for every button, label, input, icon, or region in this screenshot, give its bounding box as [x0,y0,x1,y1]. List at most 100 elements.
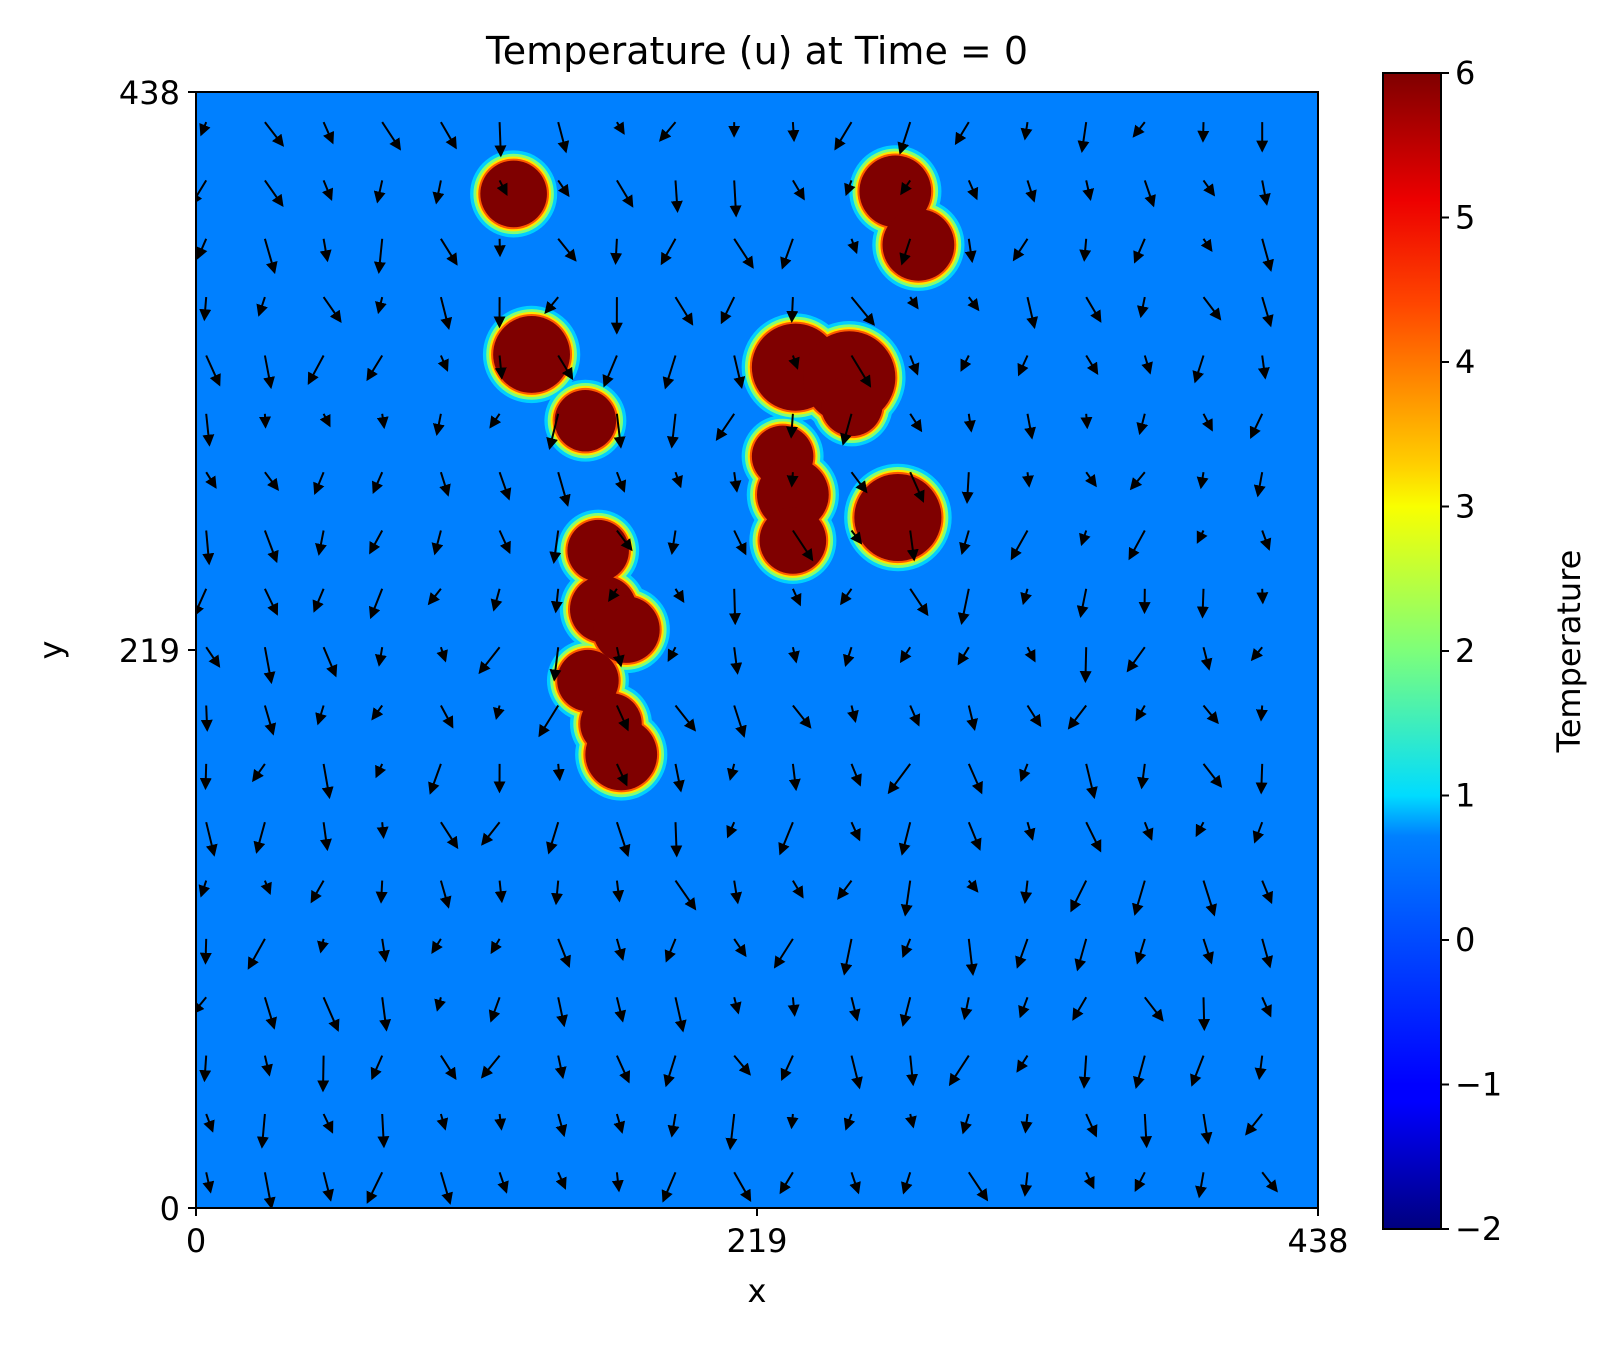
quiver-arrow [728,588,741,626]
quiver-arrow [489,413,502,429]
quiver-arrow [733,938,747,958]
quiver-arrow [849,1171,861,1195]
quiver-arrow [497,1171,509,1194]
quiver-arrow [439,1172,453,1205]
quiver-arrow [666,413,679,449]
quiver-arrow [672,588,685,603]
y-axis: 0 219 438 y [32,74,196,1228]
colorbar-tick-label: 1 [1455,777,1475,815]
quiver-arrow [663,1055,677,1088]
quiver-arrow [436,646,448,663]
quiver-arrow [313,471,325,496]
quiver-arrow [549,530,562,564]
heatmap-blob [821,374,883,437]
quiver-arrow [1261,1171,1278,1193]
x-axis: 0 219 438 x [186,1208,1349,1310]
quiver-arrow [494,1113,507,1131]
quiver-arrow [786,1113,799,1130]
quiver-arrow [900,179,912,196]
quiver-arrow [1252,821,1265,844]
quiver-arrow [1256,588,1269,605]
quiver-arrow [1074,938,1088,972]
quiver-arrow [546,821,560,855]
quiver-arrow [555,1113,568,1138]
quiver-arrow [1085,821,1102,853]
quiver-arrow [780,238,794,270]
quiver-arrow [954,121,970,146]
quiver-arrow [551,880,563,906]
quiver-arrow [670,822,683,858]
quiver-arrow [1245,1113,1263,1136]
quiver-arrow [196,238,208,260]
quiver-arrow [792,179,805,201]
quiver-arrow [662,355,677,390]
quiver-arrow [199,121,211,137]
quiver-arrow [1026,704,1042,728]
quiver-arrow [966,879,979,893]
quiver-arrow [263,588,279,616]
quiver-arrow [909,705,921,727]
quiver-arrow [319,238,332,263]
quiver-arrow [1016,1055,1029,1073]
quiver-arrow [1259,530,1272,551]
quiver-arrow [315,705,327,726]
quiver-arrow [615,705,630,732]
quiver-arrow [1132,880,1146,916]
quiver-arrow [440,1055,457,1080]
quiver-arrow [1141,355,1153,375]
quiver-arrow [850,763,862,787]
heatmap-blob [493,316,570,393]
quiver-arrow [613,1113,626,1134]
x-axis-label: x [748,1272,767,1310]
quiver-arrow [1018,996,1030,1019]
quiver-arrow [906,530,919,562]
quiver-arrow [205,471,217,489]
x-tick-label: 438 [1287,1222,1348,1260]
quiver-arrow [850,354,872,388]
quiver-arrow [205,821,218,857]
quiver-arrow [496,179,508,196]
quiver-arrow [1261,296,1274,328]
quiver-arrow [948,1055,970,1087]
quiver-arrow [730,647,743,675]
quiver-arrow [1085,763,1098,800]
quiver-arrow [428,763,442,795]
quiver-arrow [1261,938,1273,969]
quiver-arrow [909,471,925,503]
quiver-arrow [538,704,560,738]
quiver-arrow [788,646,800,664]
quiver-arrow [733,1054,751,1076]
quiver-arrow [967,180,979,201]
quiver-arrow [1255,763,1268,795]
quiver-arrow [733,1171,752,1203]
quiver-arrow [967,296,980,312]
heatmap-blob [554,389,617,452]
quiver-arrow [1023,821,1036,841]
quiver-arrow [1202,704,1219,725]
quiver-arrow [1135,704,1147,722]
colorbar-label: Temperature [1550,550,1588,754]
quiver-arrow [725,1113,738,1151]
quiver-arrow [611,1172,624,1193]
chart-title: Temperature (u) at Time = 0 [485,29,1028,73]
quiver-arrow [898,821,912,856]
quiver-arrow [1190,1055,1205,1087]
quiver-arrow [200,705,213,732]
quiver-arrow [431,530,444,556]
quiver-arrow [440,821,459,850]
quiver-arrow [1067,704,1087,730]
quiver-arrow [322,646,338,678]
y-tick-label: 438 [119,74,180,112]
quiver-arrow [715,413,736,441]
quiver-arrow [674,296,694,326]
quiver-arrow [1200,238,1213,253]
quiver-arrow [1021,472,1034,488]
quiver-arrow [1072,996,1088,1021]
quiver-arrow [199,763,212,791]
colorbar-tick-label: 0 [1455,921,1475,959]
quiver-arrow [965,938,978,976]
quiver-arrow [198,880,211,898]
quiver-arrow [374,647,387,667]
quiver-arrow [908,355,920,376]
quiver-arrow [1202,763,1223,788]
